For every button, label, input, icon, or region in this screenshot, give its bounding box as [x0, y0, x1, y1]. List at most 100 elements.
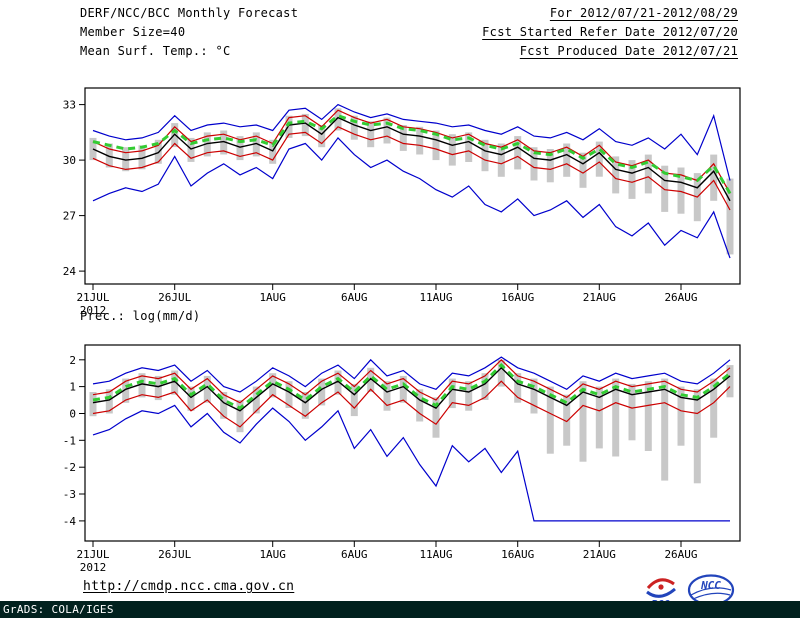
- ensemble-spread-bar: [514, 136, 522, 170]
- ensemble-spread-bar: [269, 139, 277, 164]
- ensemble-spread-bar: [693, 389, 701, 484]
- ensemble-spread-bar: [677, 386, 685, 446]
- series-quartile-upper: [92, 109, 731, 194]
- y-tick-label: 24: [63, 265, 77, 278]
- ensemble-spread-bar: [318, 125, 326, 148]
- source-url-link[interactable]: http://cmdp.ncc.cma.gov.cn: [83, 579, 295, 594]
- ensemble-spread-bar: [334, 108, 342, 131]
- y-tick-label: -1: [63, 434, 76, 447]
- ensemble-spread-bar: [122, 147, 130, 172]
- x-tick-label: 26AUG: [664, 548, 697, 561]
- ensemble-spread-bar: [220, 130, 228, 155]
- ensemble-spread-bar: [105, 143, 113, 168]
- x-tick-label: 21JUL: [76, 291, 109, 304]
- temperature-chart: 24 27 30 33 21JUL 26JUL 1AUG 6AUG 11AUG 16AUG 21AU…: [63, 87, 741, 317]
- ensemble-spread-bar: [546, 149, 554, 183]
- ensemble-spread-bar: [644, 154, 652, 194]
- x-tick-label: 21AUG: [583, 291, 616, 304]
- ensemble-spread-bar: [187, 386, 195, 411]
- y-tick-label: 1: [69, 381, 76, 394]
- x-tick-label: 26AUG: [664, 291, 697, 304]
- ensemble-spread-bar: [465, 132, 473, 162]
- y-tick-label: -2: [63, 461, 76, 474]
- produced-date-label: Fcst Produced Date 2012/07/21: [519, 44, 738, 58]
- ensemble-spread-bar: [399, 125, 407, 151]
- ensemble-spread-bar: [416, 389, 424, 422]
- y-tick-label: 33: [63, 99, 76, 112]
- bcc-logo-blue-swirl: [646, 587, 676, 598]
- ensemble-spread-bar: [612, 156, 620, 194]
- ensemble-spread-bar: [220, 392, 228, 419]
- series-ensemble-min: [92, 136, 731, 259]
- series-quartile-lower: [92, 380, 731, 428]
- ensemble-spread-bar: [399, 375, 407, 403]
- ensemble-spread-bar: [514, 373, 522, 403]
- member-size-label: Member Size=40: [80, 25, 186, 39]
- ensemble-spread-bar: [203, 375, 211, 403]
- ensemble-spread-bar: [579, 152, 587, 188]
- precip-chart-title: Prec.: log(mm/d): [80, 309, 201, 323]
- ensemble-spread-bar: [203, 132, 211, 157]
- ensemble-spread-bar: [301, 113, 309, 137]
- ensemble-spread-bar: [710, 378, 718, 438]
- series-reference-dashed: [92, 114, 732, 195]
- forecast-range-label: For 2012/07/21-2012/08/29: [549, 6, 738, 20]
- ensemble-spread-bar: [350, 383, 358, 417]
- y-tick-label: -4: [63, 515, 77, 528]
- ensemble-spread-bar: [710, 154, 718, 201]
- ensemble-spread-bar: [448, 378, 456, 409]
- x-tick-label: 21JUL: [76, 548, 109, 561]
- ensemble-spread-bar: [595, 141, 603, 177]
- ensemble-spread-bar: [530, 378, 538, 414]
- ncc-logo-wave-2: [692, 592, 731, 600]
- ensemble-spread-bar: [383, 117, 391, 144]
- ensemble-spread-bar: [138, 145, 146, 170]
- x-tick-label: 16AUG: [501, 291, 534, 304]
- ensemble-spread-bar: [301, 392, 309, 419]
- ensemble-spread-bar: [171, 370, 179, 395]
- ensemble-spread-bar: [448, 134, 456, 166]
- series-ensemble-max: [92, 103, 731, 181]
- ensemble-spread-bar: [187, 137, 195, 162]
- x-tick-label: 26JUL: [158, 291, 191, 304]
- ensemble-spread-bar: [530, 147, 538, 181]
- ensemble-spread-bar: [465, 381, 473, 411]
- x-tick-label: 1AUG: [259, 291, 286, 304]
- ensemble-spread-bar: [367, 121, 375, 148]
- x-tick-label: 1AUG: [259, 548, 286, 561]
- ensemble-spread-bar: [563, 394, 571, 446]
- ensemble-spread-bar: [89, 392, 97, 417]
- ensemble-spread-bar: [563, 143, 571, 177]
- ensemble-spread-bar: [481, 373, 489, 400]
- ensemble-spread-bar: [677, 167, 685, 214]
- x-tick-label: 6AUG: [341, 548, 368, 561]
- ncc-logo-text: NCC: [700, 579, 721, 592]
- ensemble-spread-bar: [334, 370, 342, 395]
- x-tick-label: 21AUG: [583, 548, 616, 561]
- ensemble-spread-bar: [138, 373, 146, 398]
- ensemble-spread-bar: [726, 178, 734, 255]
- series-ensemble-mean: [92, 366, 731, 412]
- bcc-logo-dot: [658, 584, 664, 590]
- bcc-logo-red-swirl: [646, 578, 675, 590]
- ensemble-spread-bar: [546, 386, 554, 454]
- ensemble-spread-bar: [350, 115, 358, 140]
- y-tick-label: -3: [63, 488, 76, 501]
- ensemble-spread-bar: [269, 373, 277, 398]
- ensemble-spread-bar: [497, 143, 505, 177]
- plot-frame: [84, 344, 741, 542]
- temp-chart-title: Mean Surf. Temp.: °C: [80, 44, 231, 58]
- series-ensemble-mean: [92, 116, 731, 202]
- ensemble-spread-bar: [497, 359, 505, 387]
- series-quartile-upper: [92, 358, 731, 404]
- refer-date-label: Fcst Started Refer Date 2012/07/20: [482, 25, 738, 39]
- series-quartile-lower: [92, 126, 731, 211]
- x-axis-year-label: 2012: [80, 304, 107, 317]
- x-axis-year-label: 2012: [80, 561, 107, 574]
- grads-credit-bar: GrADS: COLA/IGES: [0, 601, 800, 618]
- ensemble-spread-bar: [628, 383, 636, 441]
- page-title: DERF/NCC/BCC Monthly Forecast: [80, 6, 299, 20]
- ensemble-spread-bar: [252, 386, 260, 414]
- ensemble-spread-bar: [252, 132, 260, 157]
